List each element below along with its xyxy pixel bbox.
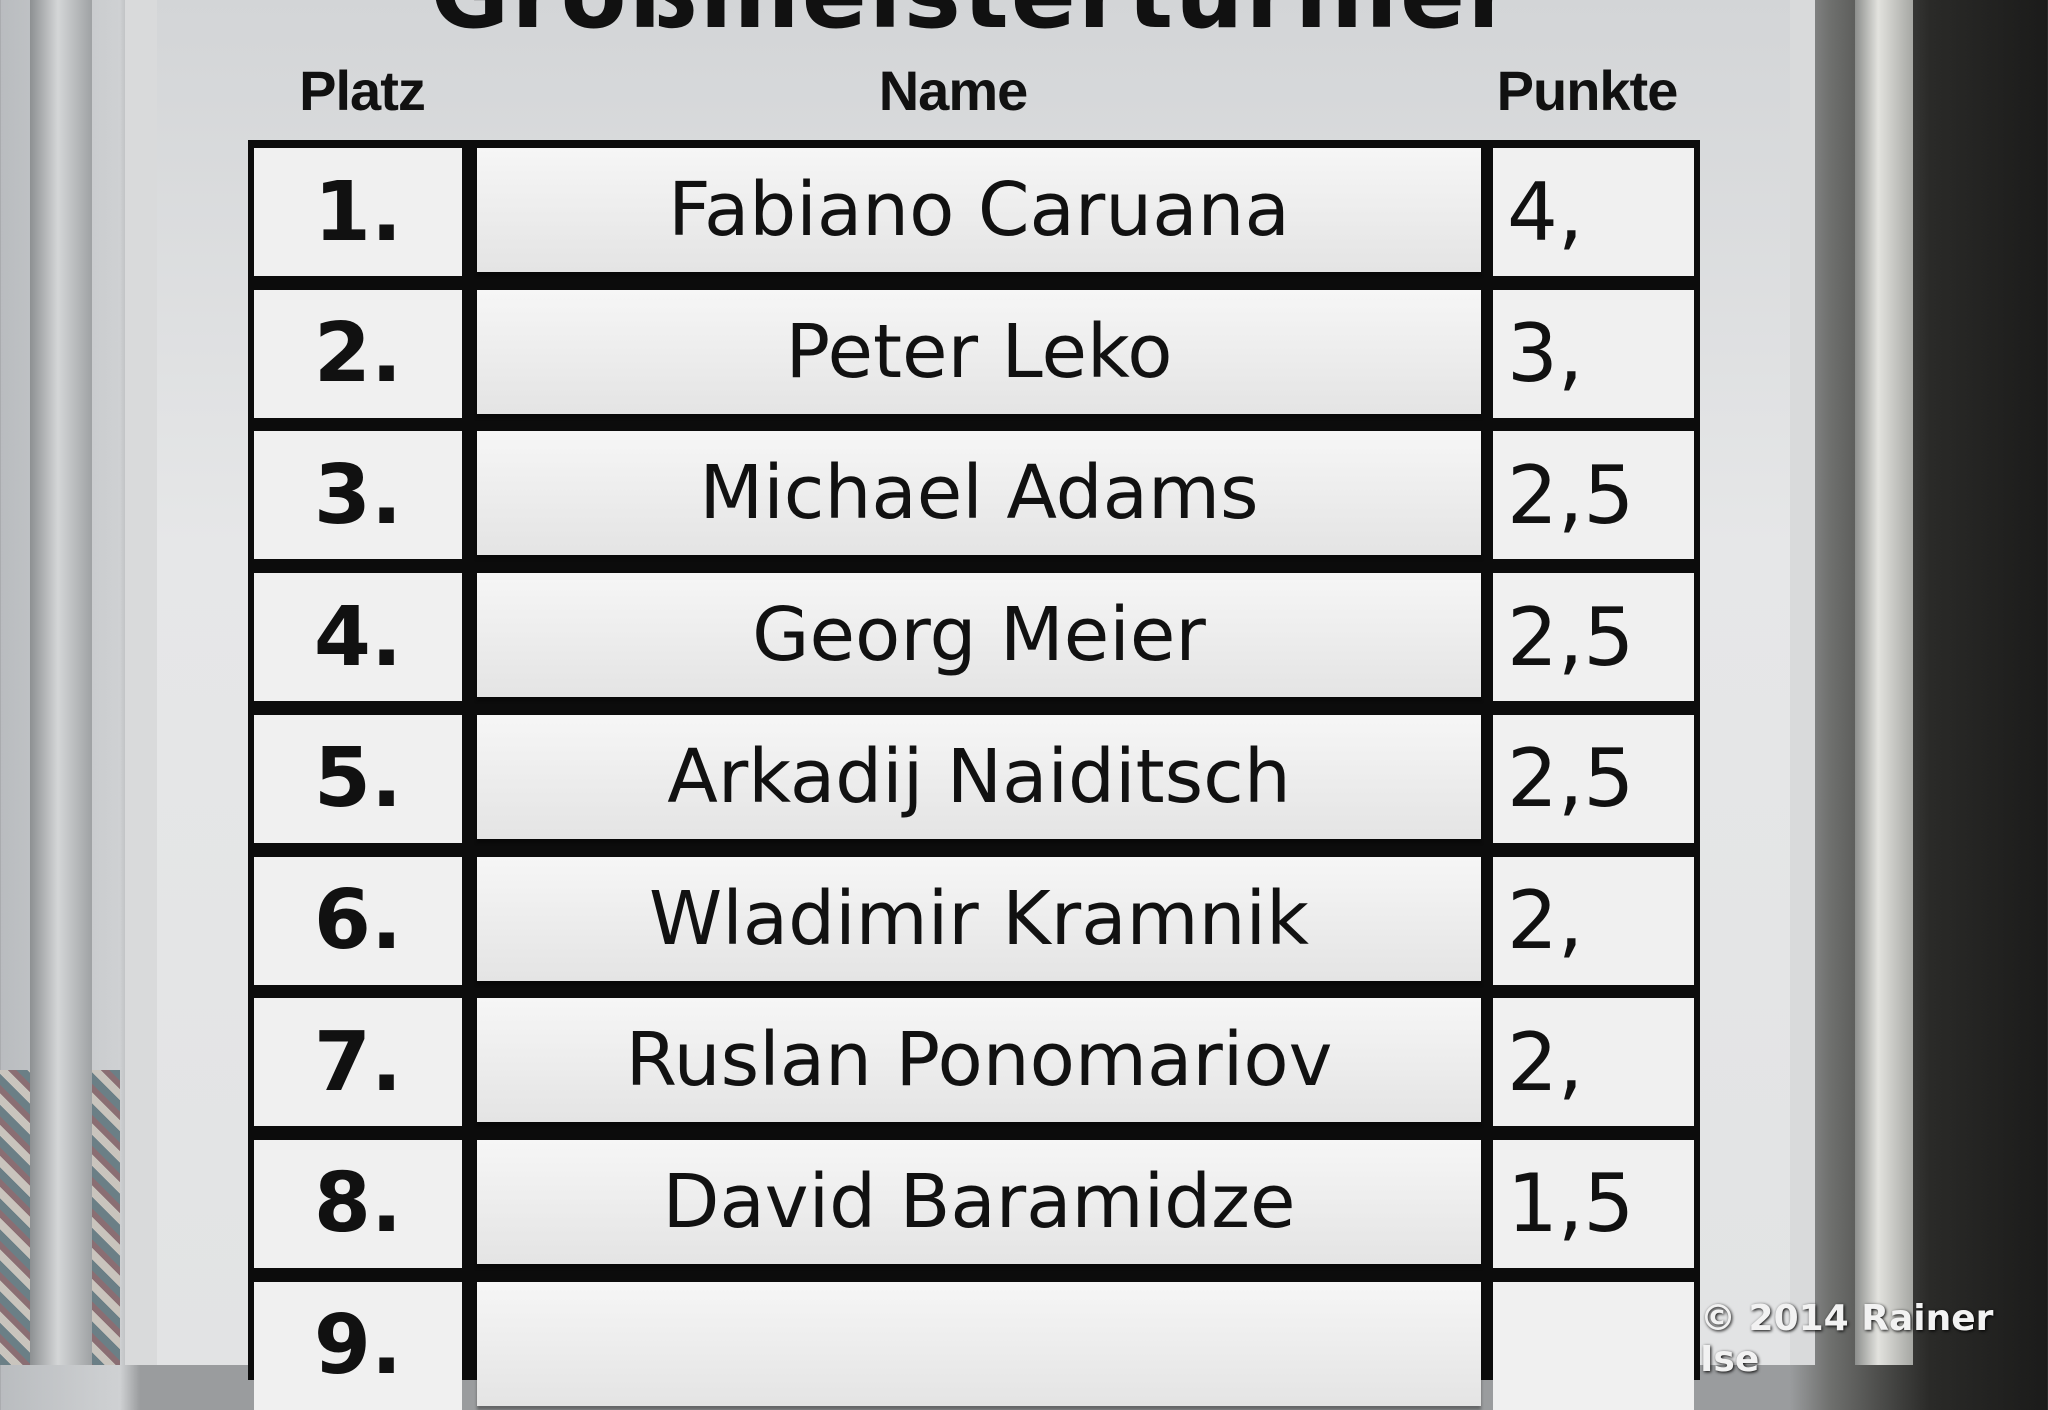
row-7-punkte: 2, (1493, 998, 1694, 1127)
row-3-punkte: 2,5 (1493, 431, 1694, 560)
right-pole (1855, 0, 1913, 1365)
left-pole (30, 0, 92, 1365)
row-7-platz: 7. (254, 998, 462, 1127)
row-1-name: Fabiano Caruana (477, 148, 1481, 272)
row-4-name: Georg Meier (477, 573, 1481, 698)
standings-table: 1. Fabiano Caruana 4, 2. Peter Leko 3, 3. Micha… (248, 140, 1700, 1410)
row-6-name: Wladimir Kramnik (477, 856, 1481, 981)
row-5-name: Arkadij Naiditsch (477, 714, 1481, 839)
header-punkte: Punkte (1496, 59, 1679, 122)
row-4-punkte: 2,5 (1493, 573, 1694, 702)
row-9-platz: 9. (254, 1281, 462, 1410)
row-2-platz: 2. (254, 289, 462, 418)
row-9-name (477, 1281, 1481, 1406)
header-name: Name (878, 59, 1029, 122)
row-2-name: Peter Leko (477, 289, 1481, 414)
row-8-punkte: 1,5 (1493, 1139, 1694, 1268)
board-title: Großmeisterturnier (157, 0, 1790, 50)
row-8-platz: 8. (254, 1139, 462, 1268)
row-7-name: Ruslan Ponomariov (477, 998, 1481, 1123)
row-5-platz: 5. (254, 714, 462, 843)
row-4-platz: 4. (254, 573, 462, 702)
row-8-name: David Baramidze (477, 1139, 1481, 1264)
row-3-platz: 3. (254, 431, 462, 560)
copyright-watermark: © 2014 Rainer Ise (1700, 1298, 1994, 1380)
header-platz: Platz (299, 59, 426, 122)
row-1-platz: 1. (254, 148, 462, 276)
row-6-punkte: 2, (1493, 856, 1694, 985)
row-3-name: Michael Adams (477, 431, 1481, 556)
row-2-punkte: 3, (1493, 289, 1694, 418)
row-1-punkte: 4, (1493, 148, 1694, 276)
row-9-punkte (1493, 1281, 1694, 1410)
row-6-platz: 6. (254, 856, 462, 985)
row-5-punkte: 2,5 (1493, 714, 1694, 843)
